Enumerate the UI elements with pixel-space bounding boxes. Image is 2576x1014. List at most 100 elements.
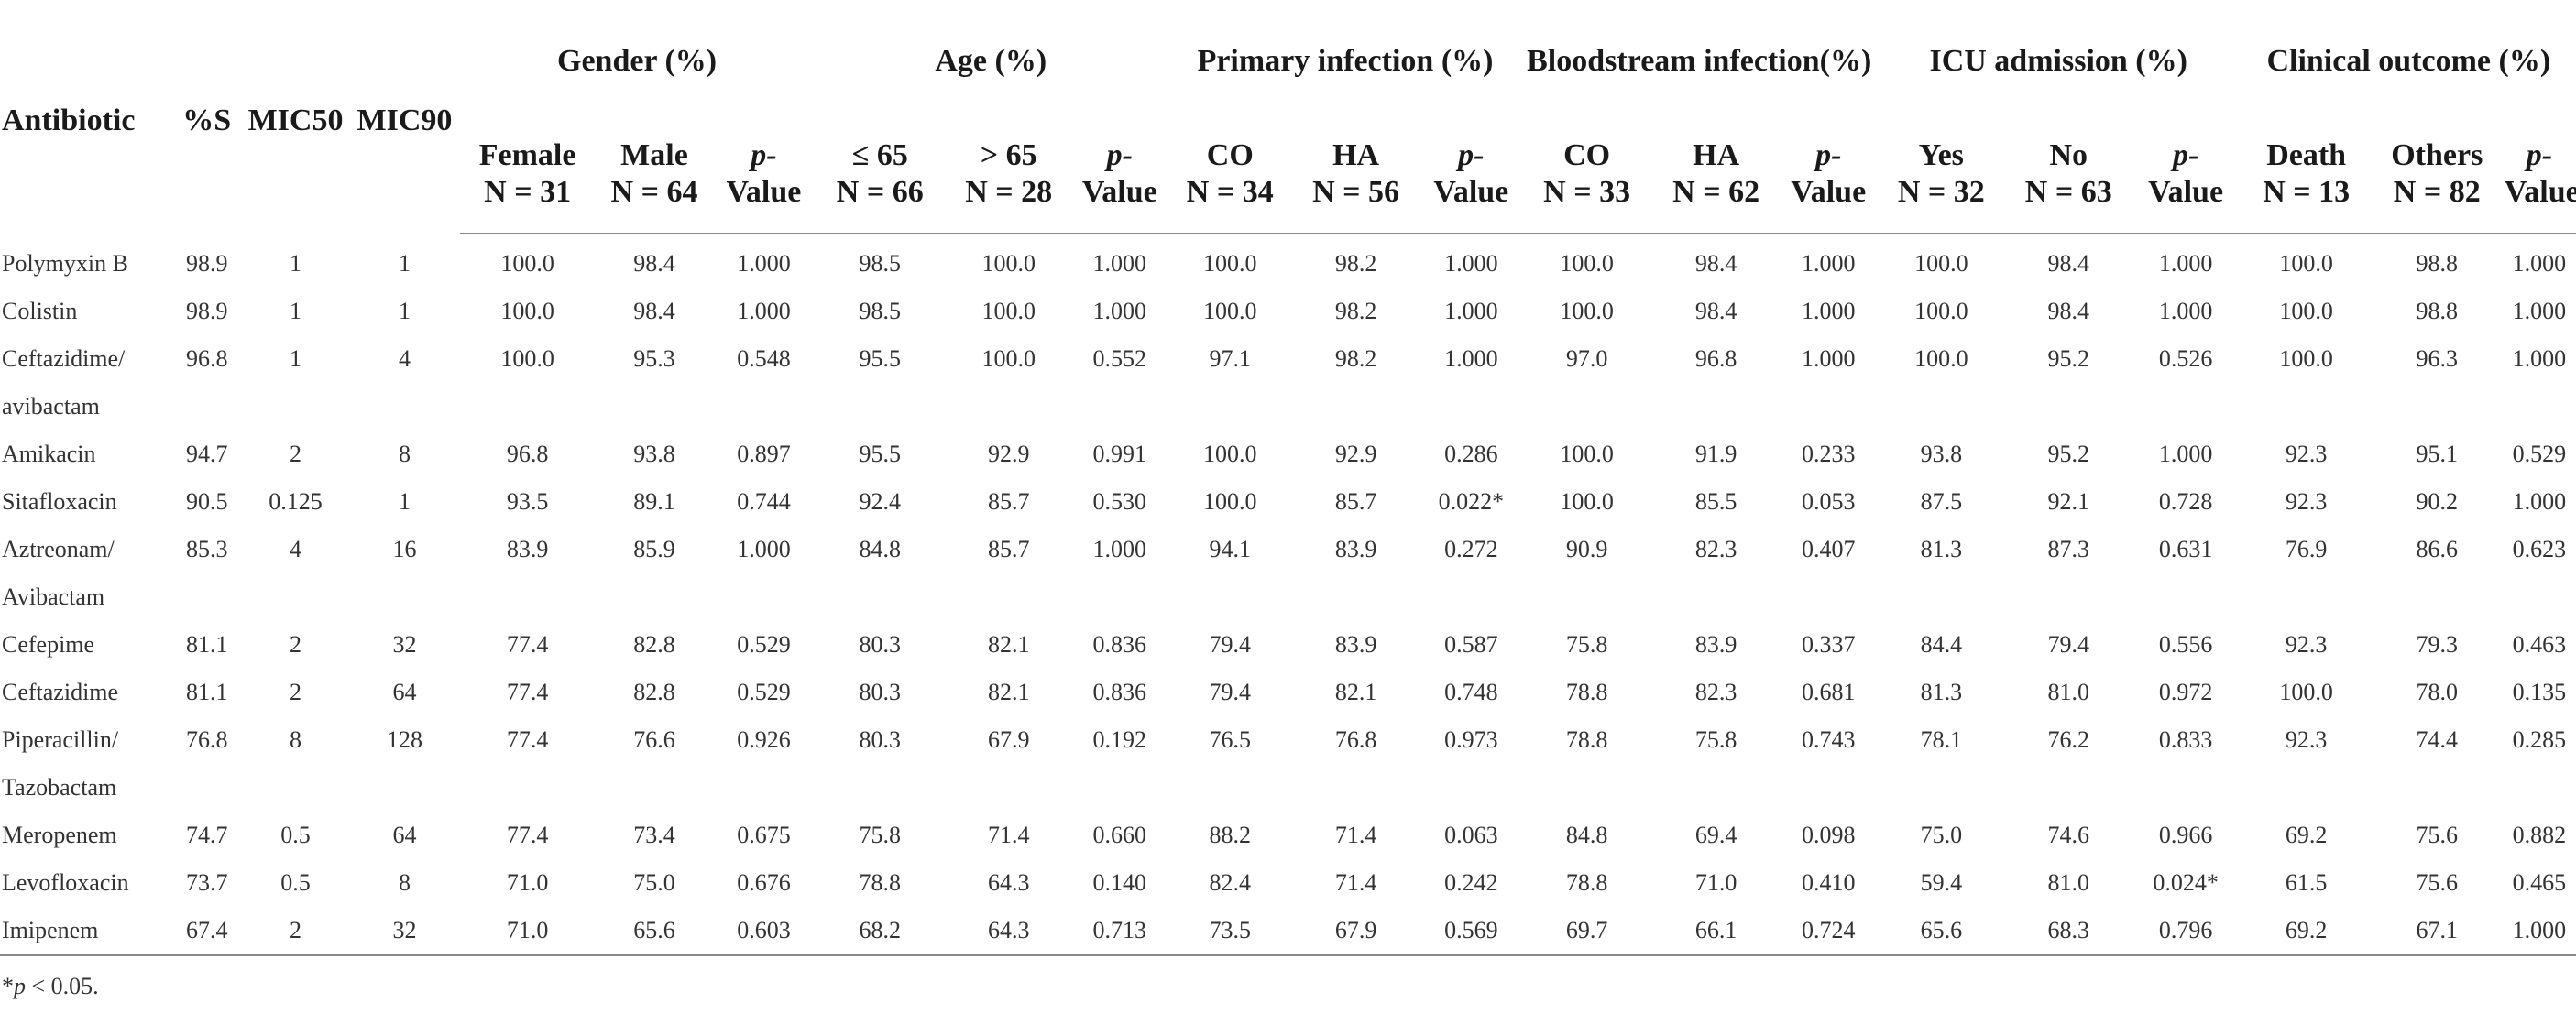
empty-cell	[1167, 383, 1292, 431]
antibiotic-name: Colistin	[2, 298, 78, 324]
empty-cell	[2372, 383, 2503, 431]
antibiotic-name: Ceftazidime/	[2, 345, 126, 372]
value-cell: 81.0	[2047, 869, 2090, 896]
value-cell: 85.7	[987, 536, 1030, 562]
value-cell: 95.3	[633, 345, 675, 372]
value-cell: 71.0	[1694, 869, 1737, 896]
value-cell: 76.2	[2047, 726, 2090, 753]
antibiotic-name: Imipenem	[0, 907, 172, 956]
value-cell: 1.000	[2158, 250, 2213, 277]
subgroup-label: ≤ 65	[851, 138, 908, 172]
value-cell: 75.8	[1565, 631, 1608, 658]
value-cell: 0.125	[269, 488, 323, 515]
value-cell: 71.0	[506, 869, 549, 896]
value-cell: 80.3	[859, 631, 901, 658]
empty-cell	[242, 764, 349, 812]
value-cell: 68.2	[814, 907, 947, 956]
value-cell: 0.728	[2158, 488, 2213, 515]
value-cell: 75.8	[859, 822, 901, 848]
empty-cell	[946, 383, 1071, 431]
empty-cell	[814, 764, 946, 812]
value-cell: 0.743	[1801, 726, 1856, 753]
empty-cell	[714, 383, 814, 431]
value-cell: 0.552	[1092, 345, 1147, 372]
antibiotic-name: Sitafloxacin	[2, 488, 117, 515]
value-cell: 100.0	[981, 250, 1036, 277]
value-cell: 67.1	[2371, 907, 2503, 956]
empty-cell	[814, 573, 946, 621]
value-cell: 73.5	[1167, 907, 1293, 956]
value-cell: 75.0	[633, 869, 675, 896]
value-cell: 84.8	[1565, 822, 1608, 848]
value-cell: 2	[290, 441, 302, 467]
value-cell: 75.0	[1920, 822, 1963, 848]
subgroup-header: p- Value	[1781, 115, 1876, 234]
value-cell: 98.2	[1334, 250, 1377, 277]
value-cell: 95.2	[2047, 345, 2090, 372]
empty-cell	[2503, 573, 2576, 621]
value-cell: 71.4	[987, 822, 1030, 848]
empty-cell	[1523, 764, 1651, 812]
group-header: ICU admission (%)	[1929, 44, 2187, 78]
empty-cell	[1523, 383, 1651, 431]
antibiotic-name: Amikacin	[2, 441, 96, 467]
value-cell: 100.0	[500, 250, 554, 277]
value-cell: 98.4	[1694, 250, 1737, 277]
value-cell: 76.6	[633, 726, 675, 753]
value-cell: 98.5	[859, 298, 901, 324]
subgroup-label: CO	[1206, 138, 1254, 172]
empty-cell	[595, 764, 713, 812]
value-cell: 0.063	[1444, 822, 1498, 848]
subgroup-header: HA N = 62	[1650, 115, 1781, 234]
empty-cell	[714, 764, 814, 812]
value-cell: 82.8	[633, 631, 675, 658]
value-cell: 100.0	[2279, 679, 2333, 705]
subgroup-header: > 65 N = 28	[946, 115, 1072, 234]
value-cell: 1.000	[2502, 907, 2576, 956]
group-header: Clinical outcome (%)	[2266, 44, 2551, 78]
value-cell: 97.1	[1209, 345, 1252, 372]
value-cell: 0.748	[1444, 679, 1498, 705]
subgroup-label: p-	[751, 138, 777, 172]
value-cell: 100.0	[2279, 250, 2333, 277]
subgroup-label: Male	[620, 138, 688, 172]
value-cell: 87.5	[1920, 488, 1963, 515]
value-cell: 100.0	[1560, 441, 1614, 467]
table-row: Imipenem 67.4 2 32 71.0 65.6 0.603 68.2 64.3 0.71…	[0, 907, 2576, 956]
group-header: Primary infection (%)	[1197, 44, 1494, 78]
value-cell: 0.724	[1781, 907, 1876, 956]
antibiotic-name: Levofloxacin	[2, 869, 129, 896]
empty-cell	[1071, 383, 1167, 431]
value-cell: 71.4	[1334, 822, 1377, 848]
subgroup-count: N = 62	[1672, 175, 1760, 209]
table-row: Tazobactam	[0, 764, 2576, 812]
empty-cell	[2503, 383, 2576, 431]
value-cell: 77.4	[506, 822, 549, 848]
empty-cell	[1420, 764, 1523, 812]
value-cell: 0.972	[2158, 679, 2213, 705]
antibiotic-name: Meropenem	[2, 822, 117, 848]
value-cell: 0.973	[1444, 726, 1498, 753]
subgroup-header: p- Value	[1420, 115, 1523, 234]
value-cell: 78.1	[1920, 726, 1963, 753]
empty-cell	[349, 573, 460, 621]
value-cell: 95.5	[859, 441, 901, 467]
value-cell: 0.529	[737, 679, 791, 705]
value-cell: 77.4	[506, 726, 549, 753]
value-cell: 76.8	[185, 726, 228, 753]
value-cell: 67.9	[987, 726, 1030, 753]
antibiotic-name: Avibactam	[2, 583, 105, 610]
empty-cell	[460, 764, 595, 812]
subgroup-count: Value	[2148, 175, 2224, 209]
subgroup-header: Death N = 13	[2241, 115, 2372, 234]
value-cell: 92.3	[2285, 441, 2328, 467]
empty-cell	[1781, 383, 1876, 431]
value-cell: 81.1	[185, 679, 228, 705]
value-cell: 0.836	[1092, 679, 1147, 705]
value-cell: 0.022*	[1438, 488, 1505, 515]
value-cell: 0.526	[2158, 345, 2213, 372]
value-cell: 73.7	[185, 869, 228, 896]
empty-cell	[2242, 573, 2372, 621]
value-cell: 94.1	[1209, 536, 1252, 562]
value-cell: 100.0	[981, 298, 1036, 324]
